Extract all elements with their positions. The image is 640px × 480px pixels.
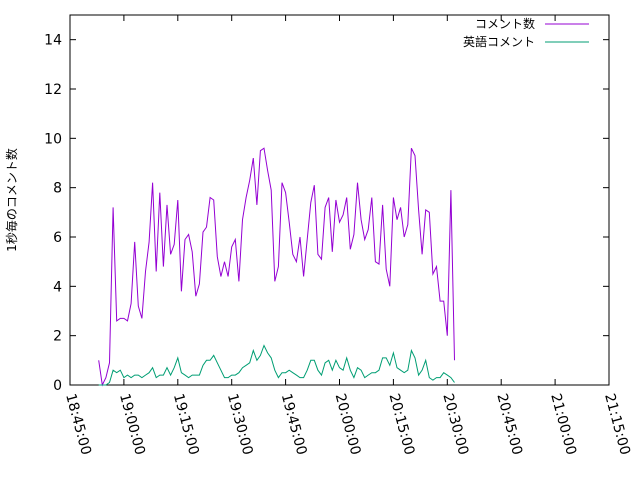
legend-label-english: 英語コメント: [463, 34, 535, 49]
y-tick-label: 10: [44, 131, 62, 147]
legend: コメント数 英語コメント: [463, 16, 589, 49]
series-layer: [98, 147, 455, 387]
y-tick-label: 2: [53, 329, 62, 345]
y-tick-label: 12: [44, 82, 62, 98]
series-line-0: [98, 147, 455, 387]
y-tick-label: 4: [53, 279, 62, 295]
legend-label-comments: コメント数: [475, 16, 535, 31]
y-tick-label: 6: [53, 230, 62, 246]
y-tick-label: 14: [44, 33, 62, 49]
y-tick-label: 0: [53, 378, 62, 394]
y-tick-label: 8: [53, 181, 62, 197]
y-axis-label: 1秒毎のコメント数: [4, 148, 19, 252]
y-axis: 0 2 4 6 8 10 12 14: [44, 33, 609, 394]
series-line-1: [98, 344, 455, 386]
